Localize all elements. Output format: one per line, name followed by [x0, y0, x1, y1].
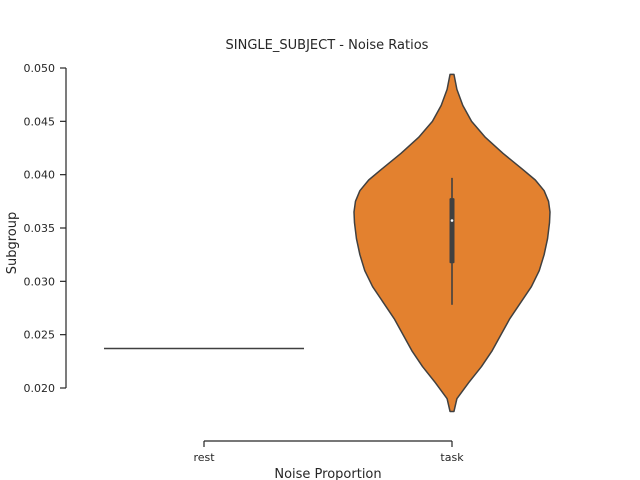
violin-iqr-box-task: [449, 198, 455, 264]
y-tick-label: 0.040: [24, 169, 56, 182]
y-tick-label: 0.020: [24, 382, 56, 395]
y-tick-label: 0.050: [24, 62, 56, 75]
y-tick-label: 0.045: [24, 115, 56, 128]
plot-area: [104, 73, 551, 413]
y-axis: 0.020 0.025 0.030 0.035 0.040 0.045 0.050: [24, 62, 67, 395]
x-tick-label: task: [440, 451, 464, 464]
x-axis-label: Noise Proportion: [274, 467, 381, 480]
x-tick-label: rest: [193, 451, 215, 464]
y-tick-label: 0.035: [24, 222, 56, 235]
chart-title: SINGLE_SUBJECT - Noise Ratios: [226, 38, 429, 53]
violin-median-task: [450, 219, 454, 222]
y-tick-label: 0.025: [24, 329, 56, 342]
x-axis: rest task: [193, 440, 464, 464]
y-tick-label: 0.030: [24, 275, 56, 288]
y-axis-label: Subgroup: [5, 212, 20, 275]
